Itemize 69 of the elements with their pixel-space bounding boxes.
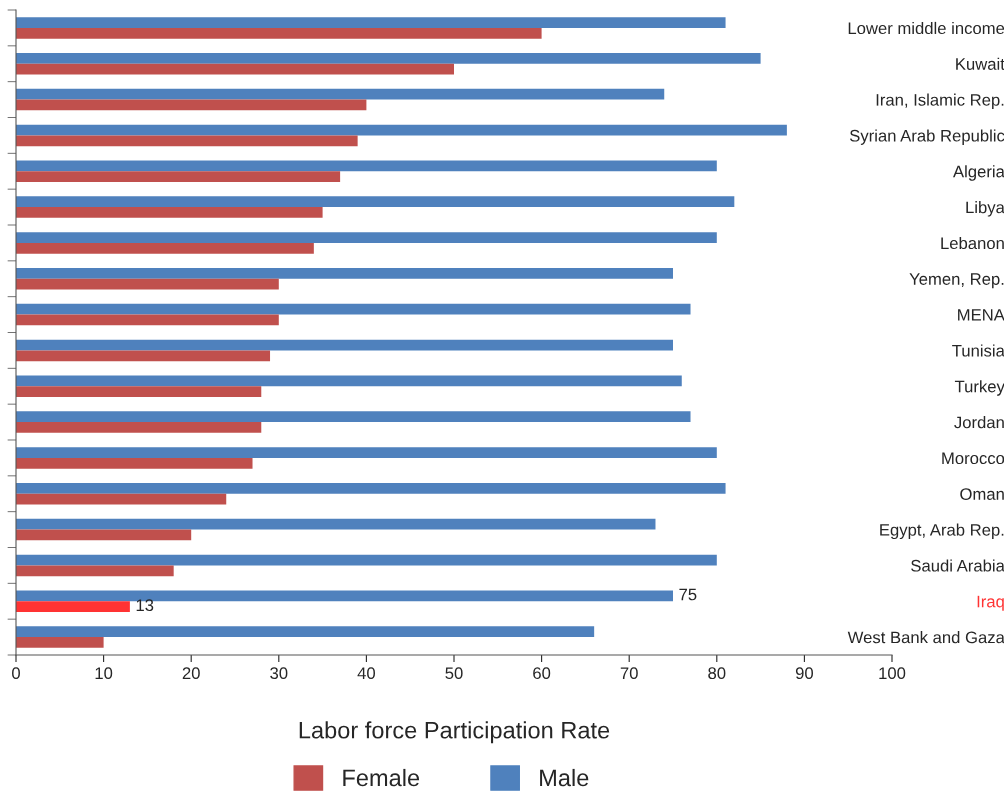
y-tick-label: Libya bbox=[966, 201, 1004, 217]
bar bbox=[16, 124, 787, 136]
bar bbox=[16, 53, 761, 64]
y-tick-label: Oman bbox=[960, 488, 1004, 500]
bar bbox=[16, 529, 192, 541]
x-tick-label: 70 bbox=[620, 667, 638, 680]
bar bbox=[16, 63, 454, 75]
data-label: 75 bbox=[679, 588, 697, 601]
x-tick-label: 0 bbox=[12, 667, 20, 680]
bar bbox=[16, 99, 367, 111]
bar bbox=[16, 411, 691, 423]
bar bbox=[16, 135, 358, 147]
bar bbox=[16, 160, 717, 172]
x-tick-label: 100 bbox=[879, 667, 906, 680]
bar bbox=[16, 171, 341, 182]
data-label: 13 bbox=[136, 599, 154, 612]
bar bbox=[16, 242, 314, 254]
bar bbox=[16, 268, 673, 279]
bar bbox=[16, 518, 656, 530]
x-tick-label: 30 bbox=[270, 667, 288, 680]
bar bbox=[16, 386, 262, 397]
y-tick-label: Iran, Islamic Rep. bbox=[876, 93, 1004, 110]
bar bbox=[16, 447, 717, 458]
x-tick-label: 40 bbox=[357, 667, 376, 680]
bar bbox=[16, 375, 682, 387]
bar bbox=[16, 303, 691, 315]
bar bbox=[16, 601, 130, 612]
bar bbox=[16, 493, 227, 505]
legend-label: Male bbox=[540, 768, 589, 787]
bar bbox=[16, 339, 673, 351]
bar bbox=[16, 196, 735, 208]
y-tick-label: Lower middle income bbox=[848, 21, 1004, 35]
y-tick-label: Syrian Arab Republic bbox=[849, 129, 1004, 145]
y-tick-label: Iraq bbox=[977, 595, 1004, 611]
y-tick-label: Yemen, Rep. bbox=[909, 273, 1004, 289]
y-tick-label: Turkey bbox=[954, 380, 1004, 396]
y-tick-label: Morocco bbox=[942, 452, 1004, 465]
x-tick-label: 50 bbox=[445, 667, 463, 680]
bar bbox=[16, 637, 104, 648]
y-tick-label: Algeria bbox=[953, 165, 1004, 181]
bar bbox=[16, 483, 726, 494]
bar bbox=[16, 314, 279, 326]
y-tick-label: Egypt, Arab Rep. bbox=[880, 523, 1004, 540]
bar bbox=[16, 278, 279, 290]
x-tick-label: 20 bbox=[182, 667, 200, 680]
bar bbox=[16, 554, 717, 566]
x-tick-label: 90 bbox=[795, 667, 814, 680]
y-tick-label: Tunisia bbox=[952, 344, 1004, 357]
bar bbox=[16, 565, 174, 577]
y-tick-label: Saudi Arabia bbox=[911, 559, 1004, 572]
y-tick-label: MENA bbox=[958, 309, 1004, 321]
bar bbox=[16, 207, 323, 218]
bar bbox=[16, 422, 262, 433]
bar bbox=[16, 27, 542, 39]
y-tick-label: Kuwait bbox=[956, 57, 1004, 70]
x-tick-label: 10 bbox=[95, 667, 113, 680]
bar bbox=[16, 232, 717, 243]
legend-label: Female bbox=[343, 768, 420, 787]
y-tick-label: West Bank and Gaza bbox=[847, 631, 1004, 644]
x-tick-label: 60 bbox=[533, 667, 551, 680]
y-tick-label: Jordan bbox=[954, 416, 1004, 429]
x-axis-title: Labor force Participation Rate bbox=[299, 721, 610, 744]
bar bbox=[16, 457, 253, 469]
x-tick-label: 80 bbox=[708, 667, 726, 680]
bar bbox=[16, 626, 595, 638]
bar bbox=[16, 350, 271, 362]
bar bbox=[16, 88, 665, 100]
bar bbox=[16, 17, 726, 28]
y-tick-label: Lebanon bbox=[941, 236, 1004, 250]
